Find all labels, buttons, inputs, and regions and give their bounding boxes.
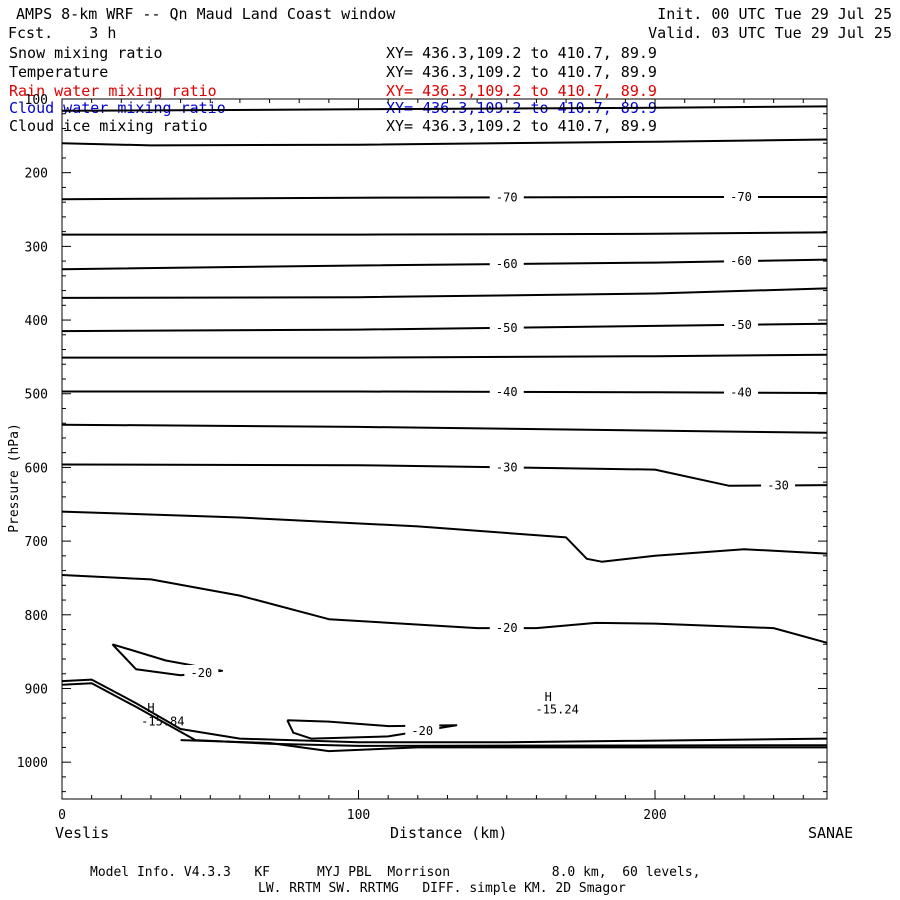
y-tick-label: 800 (25, 609, 48, 624)
contour-line (61, 138, 828, 147)
contour-line (61, 287, 828, 299)
x-tick-label: 0 (58, 808, 66, 823)
contour-label-bg (489, 383, 524, 399)
contour-label-bg (724, 253, 759, 269)
field-name-cloud-water: Cloud water mixing ratio (9, 99, 226, 117)
contour-label: -40 (730, 386, 752, 400)
plot-frame (61, 98, 828, 800)
x-tick-label: 200 (643, 808, 666, 823)
contour-label-bg (405, 722, 440, 738)
chart-axes (61, 98, 828, 800)
contour-label: -20 (411, 724, 433, 738)
contour-line (61, 258, 828, 271)
contour-label-bg (489, 189, 524, 205)
field-xy-snow: XY= 436.3,109.2 to 410.7, 89.9 (386, 44, 657, 62)
extremum-label: -15.84 (141, 714, 184, 728)
contour-line (61, 105, 828, 112)
model-info-line1: Model Info. V4.3.3 KF MYJ PBL Morrison 8… (90, 865, 701, 880)
y-tick-label: 900 (25, 682, 48, 697)
contour-label: -20 (191, 666, 213, 680)
contour-line (61, 322, 828, 333)
contour-line (180, 739, 827, 753)
contour-label-bg (724, 189, 759, 204)
init-time: Init. 00 UTC Tue 29 Jul 25 (657, 5, 892, 23)
contour-label-bg (489, 459, 524, 475)
contour-lines: -70 -70 -60 -60 -50 -50 -40 -40 -30 -30 -20 -20 -20 (61, 105, 828, 753)
y-tick-label: 700 (25, 535, 48, 550)
contour-line (61, 463, 828, 487)
x-axis-label: Distance (km) (390, 824, 508, 842)
contour-label-bg (489, 256, 524, 272)
contour-line (61, 510, 828, 563)
x-tick-label: 100 (347, 808, 370, 823)
forecast-hour: Fcst. 3 h (8, 24, 117, 42)
y-tick-label: 500 (25, 388, 48, 403)
x-axis-right-station: SANAE (808, 824, 854, 842)
contour-label-bg (489, 620, 524, 636)
contour-line (61, 678, 828, 744)
extremum-label: H (147, 701, 154, 715)
contour-label-bg (489, 319, 524, 335)
field-name-snow: Snow mixing ratio (9, 44, 163, 62)
contour-label: -50 (496, 321, 518, 335)
y-tick-label: 100 (25, 93, 48, 108)
contour-label: -20 (496, 621, 518, 635)
valid-time: Valid. 03 UTC Tue 29 Jul 25 (648, 24, 892, 42)
y-tick-label: 400 (25, 314, 48, 329)
y-tick-label: 200 (25, 167, 48, 182)
contour-label: -40 (496, 385, 518, 399)
field-xy-temperature: XY= 436.3,109.2 to 410.7, 89.9 (386, 63, 657, 81)
field-xy-rain: XY= 436.3,109.2 to 410.7, 89.9 (386, 82, 657, 100)
field-xy-cloud-ice: XY= 436.3,109.2 to 410.7, 89.9 (386, 117, 657, 135)
y-tick-label: 600 (25, 461, 48, 476)
model-info-line2: LW. RRTM SW. RRTMG DIFF. simple KM. 2D S… (258, 881, 626, 896)
contour-label: -30 (496, 460, 518, 474)
y-axis-label: Pressure (hPa) (7, 423, 22, 533)
contour-label-bg (761, 477, 796, 493)
contour-line (62, 353, 828, 359)
contour-line (62, 390, 828, 394)
contour-label: -30 (767, 478, 789, 492)
y-tick-label: 1000 (17, 756, 48, 771)
contour-label: -70 (730, 190, 752, 204)
contour-label: -60 (496, 257, 518, 271)
contour-label: -50 (730, 318, 752, 332)
contour-line (62, 231, 828, 236)
field-name-cloud-ice: Cloud ice mixing ratio (9, 117, 208, 135)
contour-line (61, 196, 827, 201)
contour-label: -70 (496, 190, 518, 204)
contour-label-bg (724, 316, 759, 332)
extremum-label: -15.24 (535, 703, 578, 717)
x-axis-left-station: Veslis (55, 824, 110, 842)
field-name-temperature: Temperature (9, 63, 109, 81)
field-name-rain: Rain water mixing ratio (9, 82, 217, 100)
y-tick-label: 300 (25, 240, 48, 255)
contour-label-bg (724, 384, 759, 400)
contour-label-bg (184, 665, 219, 680)
extremum-label: H (545, 690, 552, 704)
contour-label: -60 (730, 254, 752, 268)
contour-line (61, 574, 828, 644)
contour-line (61, 423, 828, 434)
chart-title: AMPS 8-km WRF -- Qn Maud Land Coast wind… (16, 5, 396, 23)
